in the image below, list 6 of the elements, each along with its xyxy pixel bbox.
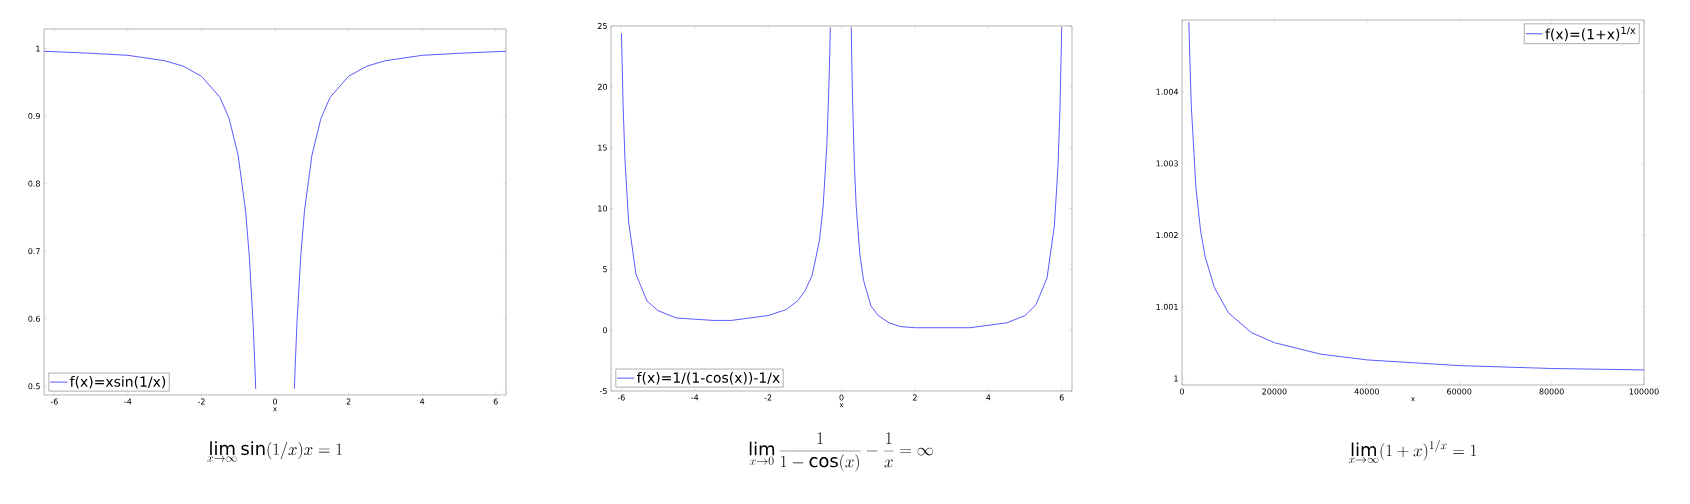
text: $\lim_{x\to\infty} (1+x)^{1/x} = 1$ [1348,440,1477,464]
text: $\lim_{x\to\infty} \sin(1/x)x = 1$ [207,441,342,462]
text: $\lim_{x\to 0} \frac{1}{1-\cos(x)} - \frac{1}{x} = \infty$ [749,432,933,472]
legend-label: f(x)=xsin(1/x) [69,376,166,389]
legend-label: f(x)=1/(1-cos(x))-1/x [636,372,780,385]
legend-label: f(x)=(1+x)$^{1/x}$ [1545,26,1636,41]
